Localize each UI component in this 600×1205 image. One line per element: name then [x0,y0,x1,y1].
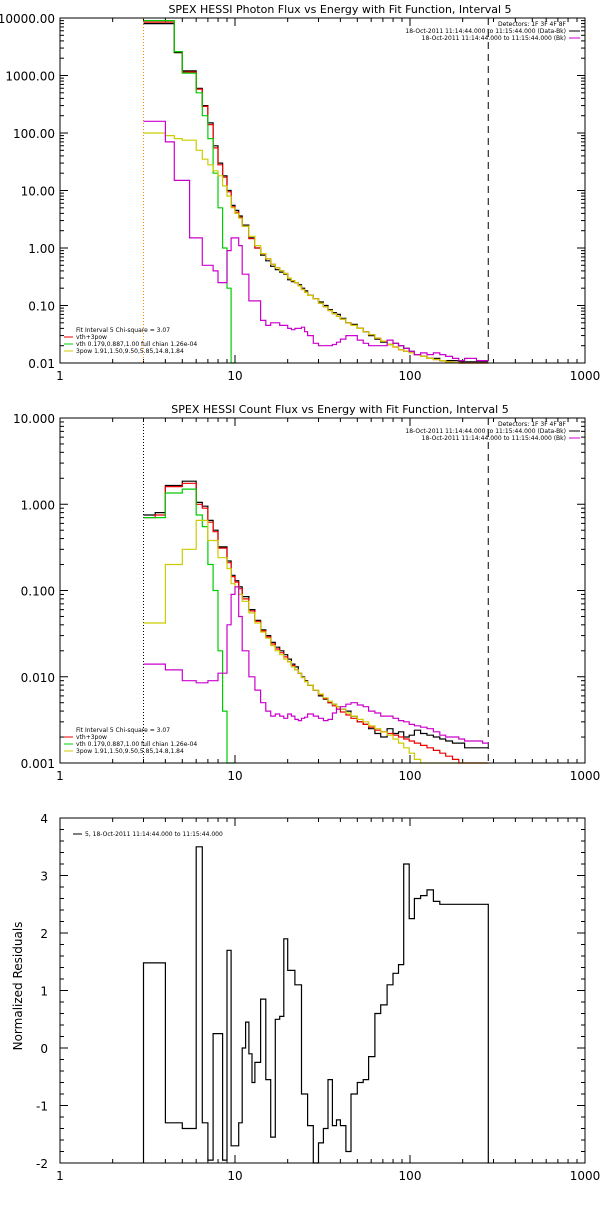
series-magenta [143,120,489,362]
y-tick-label: 0.10 [28,300,55,314]
legend-label: vth+3pow [76,334,107,341]
legend-label: 3pow 1.91,1.50,9.50,5.85,14.8,1.84 [76,348,184,355]
legend-label: Fit Interval 5 Chi-square = 3.07 [76,727,170,734]
y-tick-label: 4 [40,812,48,826]
x-tick-label: 100 [399,769,422,783]
series-group [142,418,489,764]
legend-label: 18-Oct-2011 11:14:44.000 to 11:15:44.000… [405,28,566,35]
y-tick-label: 0.010 [21,671,55,685]
legend-label: Detectors: 1F 3F 4F 8F [498,21,567,28]
series-green [143,20,235,364]
photon-flux-panel: SPEX HESSI Photon Flux vs Energy with Fi… [0,3,600,383]
series-black [143,23,489,363]
y-tick-label: 100.00 [13,127,55,141]
y-tick-label: 10000.00 [0,12,55,26]
legend-label: Detectors: 1F 3F 4F 8F [498,421,567,428]
legend-label: vth+3pow [76,734,107,741]
y-tick-label: 0.01 [28,357,55,371]
legend-label: 18-Oct-2011 11:14:44.000 to 11:15:44.000… [422,35,566,42]
x-tick-label: 100 [399,1169,422,1183]
legend-label: 3pow 1.91,1.50,9.50,5.85,14.8,1.84 [76,748,184,755]
legend-label: Fit Interval 5 Chi-square = 3.07 [76,327,170,334]
plot-frame [59,817,586,1164]
residuals-panel: Normalized Residuals 1 10 100 1000 -2 -1 0 1 2 3 4… [11,812,600,1183]
y-tick-label: 10.00 [21,185,55,199]
y-tick-label: -2 [36,1157,48,1171]
series-black [142,846,489,1164]
y-tick-label: 0.100 [21,585,55,599]
y-tick-label: -1 [36,1100,48,1114]
axis-ticks: 1 10 100 1000 -2 -1 0 1 2 3 4 [36,812,600,1183]
y-tick-label: 0.001 [21,757,55,771]
x-tick-label: 10 [227,369,242,383]
series-magenta [143,586,489,744]
x-tick-label: 1000 [570,1169,600,1183]
chart-title: SPEX HESSI Count Flux vs Energy with Fit… [171,403,508,416]
series-red [143,482,489,764]
legend-label: 5, 18-Oct-2011 11:14:44.000 to 11:15:44.… [85,831,223,838]
x-tick-label: 1000 [570,769,600,783]
x-tick-label: 1 [56,769,64,783]
y-tick-label: 1 [40,985,48,999]
axis-ticks: 1 10 100 1000 0.01 0.10 1.00 10.00 100.00 1000.00… [0,12,600,383]
plot-frame [59,17,586,364]
x-tick-label: 1 [56,369,64,383]
y-tick-label: 1.00 [28,242,55,256]
x-tick-label: 10 [227,1169,242,1183]
y-tick-label: 0 [40,1042,48,1056]
series-group [142,846,489,1164]
x-tick-label: 100 [399,369,422,383]
y-tick-label: 1000.00 [5,70,55,84]
series-yellow [143,132,489,364]
legend: 5, 18-Oct-2011 11:14:44.000 to 11:15:44.… [73,831,223,838]
y-axis-label: Normalized Residuals [11,922,25,1051]
y-tick-label: 10.000 [13,412,55,426]
legend-label: vth 0.179,0.887,1.00 full chian 1.26e-04 [76,341,197,348]
y-tick-label: 3 [40,870,48,884]
series-green [143,488,235,764]
chart-title: SPEX HESSI Photon Flux vs Energy with Fi… [168,3,511,16]
x-tick-label: 1 [56,1169,64,1183]
legend-label: 18-Oct-2011 11:14:44.000 to 11:15:44.000… [422,435,566,442]
x-tick-label: 10 [227,769,242,783]
legend-label: 18-Oct-2011 11:14:44.000 to 11:15:44.000… [405,428,566,435]
x-tick-label: 1000 [570,369,600,383]
series-group [142,18,489,364]
y-tick-label: 2 [40,927,48,941]
series-black [143,480,489,749]
plot-frame [59,417,586,764]
legend-label: vth 0.179,0.887,1.00 full chian 1.26e-04 [76,741,197,748]
y-tick-label: 1.000 [21,498,55,512]
count-flux-panel: SPEX HESSI Count Flux vs Energy with Fit… [13,403,600,783]
series-yellow [143,519,489,764]
